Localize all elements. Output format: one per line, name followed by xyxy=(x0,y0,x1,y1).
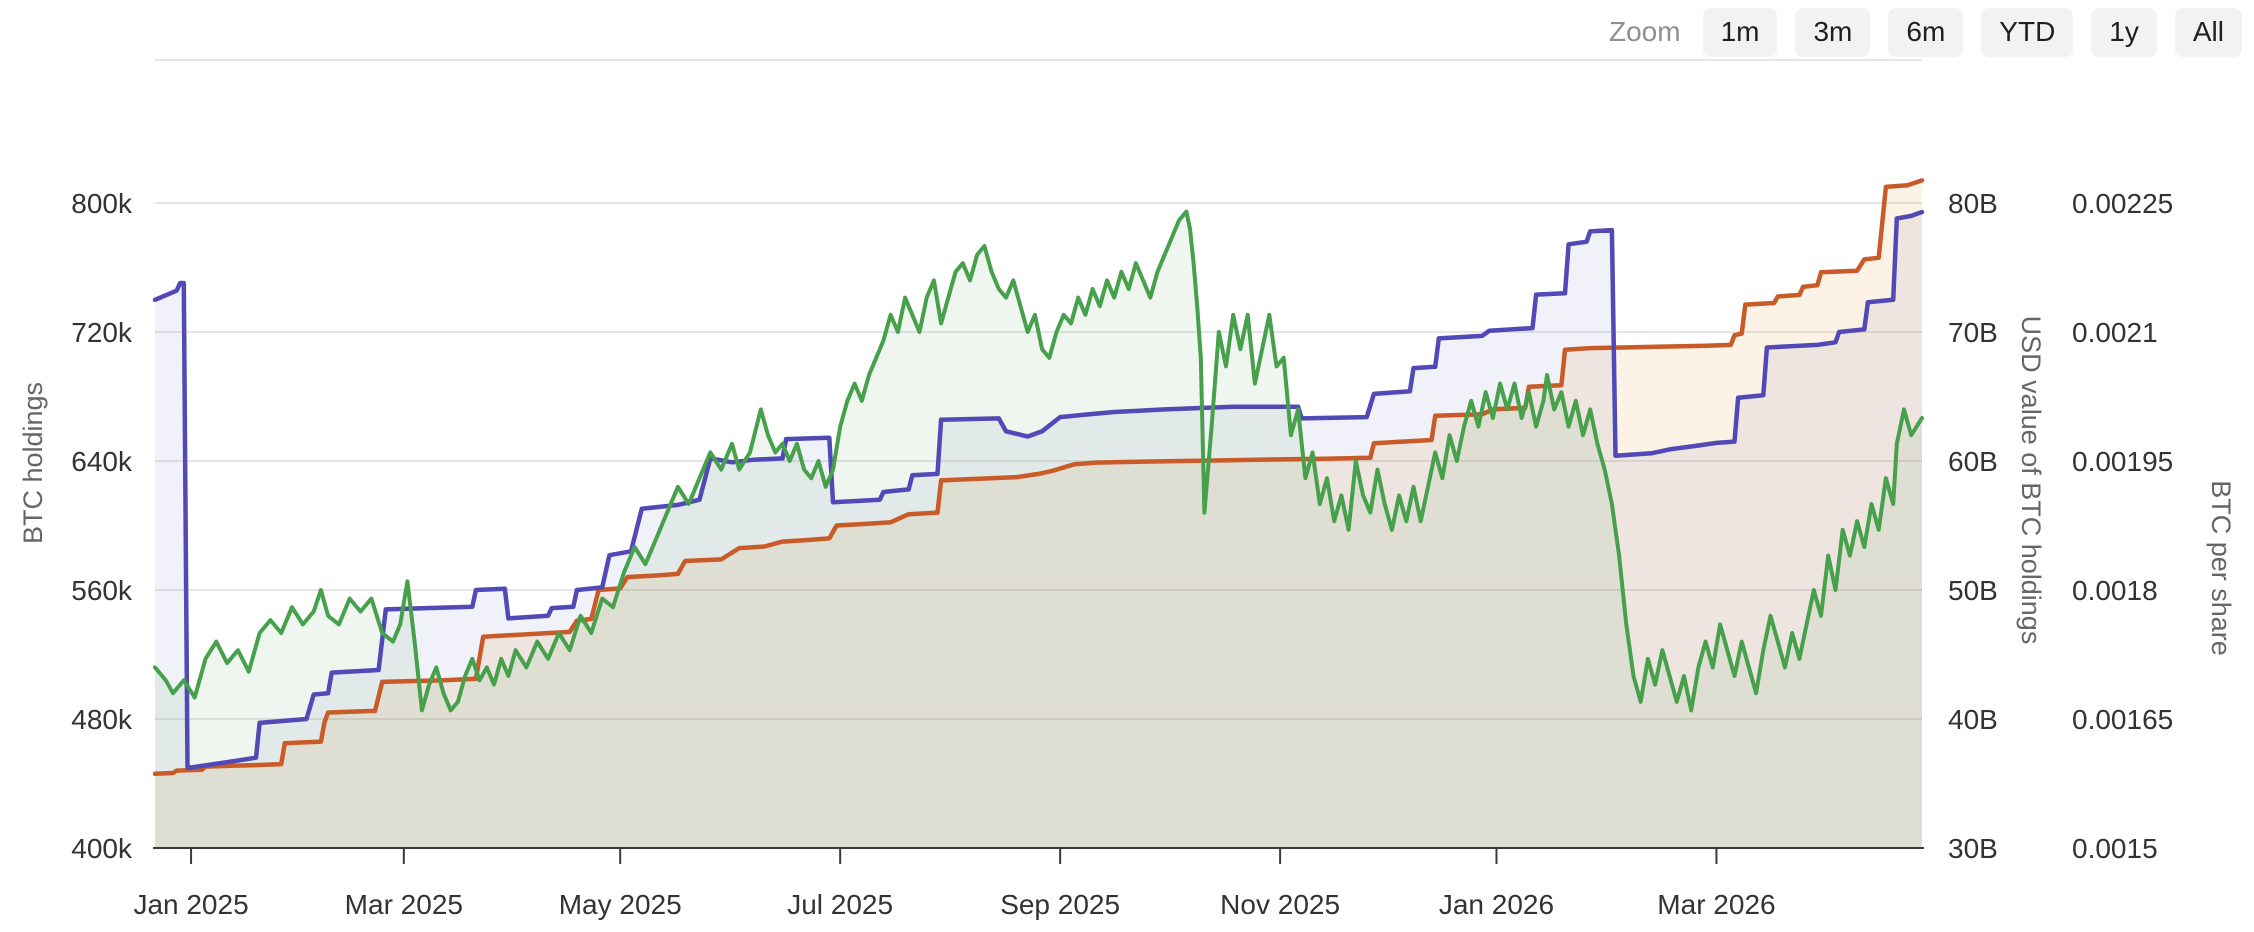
share-axis-tick-label: 0.00195 xyxy=(2072,446,2173,477)
left-axis-tick-label: 480k xyxy=(71,704,133,735)
x-axis-tick-label: Mar 2026 xyxy=(1657,889,1775,920)
zoom-toolbar: Zoom 1m 3m 6m YTD 1y All xyxy=(1609,8,2242,57)
zoom-button-1y[interactable]: 1y xyxy=(2091,8,2157,57)
usd-axis-tick-label: 40B xyxy=(1948,704,1998,735)
x-axis-tick-label: Nov 2025 xyxy=(1220,889,1340,920)
zoom-button-ytd[interactable]: YTD xyxy=(1981,8,2074,57)
right-axis-title-usd-value: USD value of BTC holdings xyxy=(2016,316,2046,645)
usd-axis-tick-label: 30B xyxy=(1948,833,1998,864)
left-axis-tick-label: 640k xyxy=(71,446,133,477)
usd-axis-tick-label: 80B xyxy=(1948,188,1998,219)
x-axis-tick-label: Sep 2025 xyxy=(1000,889,1120,920)
series-btc-per-share-line[interactable] xyxy=(153,209,1924,713)
usd-axis-tick-label: 70B xyxy=(1948,317,1998,348)
usd-axis-tick-label: 60B xyxy=(1948,446,1998,477)
series-usd-value-of-btc-holdings-area xyxy=(155,212,1922,848)
series-btc-per-share-area xyxy=(155,211,1922,849)
left-axis-tick-label: 400k xyxy=(71,833,133,864)
zoom-button-6m[interactable]: 6m xyxy=(1888,8,1964,57)
series-btc-holdings-line[interactable] xyxy=(152,178,1925,777)
zoom-button-3m[interactable]: 3m xyxy=(1795,8,1871,57)
series-usd-value-of-btc-holdings-line[interactable] xyxy=(152,209,1925,771)
left-axis-tick-label: 560k xyxy=(71,575,133,606)
share-axis-tick-label: 0.0015 xyxy=(2072,833,2158,864)
x-axis-tick-label: Mar 2025 xyxy=(345,889,463,920)
axis-lines xyxy=(153,847,1924,864)
zoom-button-all[interactable]: All xyxy=(2174,8,2242,57)
left-axis-tick-label: 800k xyxy=(71,188,133,219)
x-axis-tick-label: May 2025 xyxy=(559,889,682,920)
series-btc-holdings-area xyxy=(155,180,1922,848)
share-axis-tick-label: 0.0021 xyxy=(2072,317,2158,348)
left-axis-title-btc-holdings: BTC holdings xyxy=(18,382,48,544)
usd-axis-tick-label: 50B xyxy=(1948,575,1998,606)
zoom-button-1m[interactable]: 1m xyxy=(1702,8,1778,57)
share-axis-tick-label: 0.00165 xyxy=(2072,704,2173,735)
x-axis-tick-label: Jan 2026 xyxy=(1439,889,1554,920)
zoom-label: Zoom xyxy=(1609,16,1681,48)
x-axis-tick-label: Jan 2025 xyxy=(133,889,248,920)
series-areas xyxy=(155,180,1922,849)
axis-tick-labels: 800k 720k 640k 560k 480k 400k 80B 70B 60B 50B 40B 3… xyxy=(71,188,2173,920)
x-axis-tick-label: Jul 2025 xyxy=(787,889,893,920)
series-lines xyxy=(152,178,1925,777)
left-axis-tick-label: 720k xyxy=(71,317,133,348)
share-axis-tick-label: 0.00225 xyxy=(2072,188,2173,219)
share-axis-tick-label: 0.0018 xyxy=(2072,575,2158,606)
right-axis-title-btc-per-share: BTC per share xyxy=(2206,480,2236,656)
